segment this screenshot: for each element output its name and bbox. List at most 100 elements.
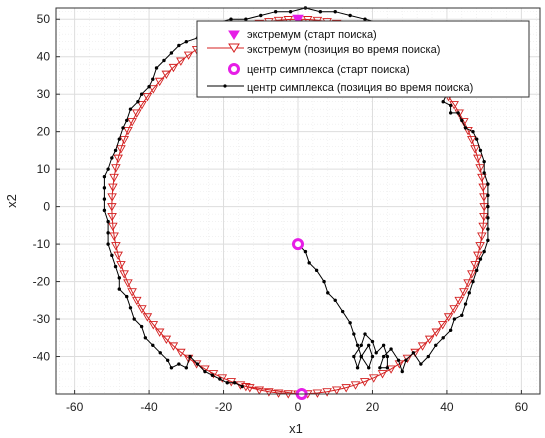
extremum-path-marker — [109, 232, 119, 241]
extremum-path-marker — [443, 313, 454, 322]
centroid-path-marker — [151, 343, 155, 347]
y-tick-labels: -40 -30 -20 -10 0 10 20 30 40 50 — [33, 12, 51, 363]
extremum-path-marker — [350, 381, 361, 390]
centroid-path-marker — [359, 343, 363, 347]
centroid-path-marker — [169, 366, 174, 370]
centroid-path-marker — [463, 302, 468, 306]
y-tick-label: 20 — [37, 125, 51, 139]
y-tick-label: -10 — [33, 237, 51, 251]
centroid-path-marker — [471, 129, 475, 134]
centroid-path-marker — [102, 208, 107, 213]
centroid-path-marker — [370, 339, 375, 344]
extremum-path-marker — [176, 57, 186, 66]
y-tick-label: -30 — [33, 312, 51, 326]
centroid-path-marker — [106, 242, 110, 246]
extremum-path-marker — [477, 232, 487, 241]
centroid-path-marker — [128, 306, 133, 310]
centroid-path-marker — [411, 351, 416, 355]
y-tick-label: -20 — [33, 275, 51, 289]
centroid-path-marker — [486, 238, 490, 243]
centroid-path-marker — [367, 343, 371, 347]
centroid-path-marker — [400, 369, 404, 374]
centroid-path-marker — [102, 197, 107, 201]
centroid-path-marker — [113, 148, 118, 153]
centroid-path-marker — [288, 10, 293, 14]
centroid-path-marker — [475, 137, 479, 141]
centroid-path-marker — [482, 171, 486, 175]
centroid-path-marker — [162, 58, 166, 63]
extremum-path-marker — [148, 321, 159, 330]
centroid-path-marker — [478, 148, 483, 153]
centroid-path-marker — [486, 216, 490, 220]
legend-label-extremum-path: экстремум (позиция во время поиска) — [247, 44, 440, 56]
extremum-path-marker — [479, 212, 489, 222]
centroid-path-marker — [177, 362, 181, 366]
centroid-path-marker — [441, 99, 445, 104]
extremum-path-marker — [241, 383, 251, 392]
centroid-path-marker — [110, 156, 114, 160]
extremum-path-marker — [127, 118, 137, 127]
extremum-path-marker — [254, 386, 265, 395]
centroid-path-marker — [229, 17, 233, 21]
extremum-path-marker — [302, 16, 313, 25]
centroid-path-marker — [482, 159, 486, 164]
centroid-path-marker — [318, 10, 323, 14]
centroid-path-marker — [154, 66, 159, 70]
extremum-path-marker — [424, 335, 435, 345]
centroid-path-marker — [363, 332, 367, 336]
extremum-path-marker — [108, 183, 118, 192]
centroid-path-marker — [355, 366, 360, 370]
extremum-path-marker — [470, 261, 480, 270]
centroid-path-marker — [259, 13, 263, 18]
centroid-path-marker — [113, 264, 118, 269]
centroid-path-marker — [370, 354, 375, 359]
centroid-path-marker — [326, 291, 330, 295]
centroid-path-marker — [460, 313, 464, 318]
centroid-path-marker — [456, 111, 460, 115]
extremum-path-marker — [473, 251, 483, 261]
x-tick-label: 20 — [366, 400, 380, 414]
centroid-path-marker — [471, 279, 475, 284]
centroid-path-marker — [132, 317, 136, 321]
centroid-path-marker — [121, 126, 125, 130]
centroid-path-marker — [486, 204, 490, 209]
extremum-path-marker — [467, 136, 477, 145]
y-axis-label: x2 — [4, 194, 19, 208]
centroid-path-marker — [106, 231, 110, 235]
centroid-path-marker — [486, 227, 490, 231]
extremum-path-marker — [454, 296, 464, 306]
extremum-path-marker — [154, 328, 165, 337]
centroid-path-marker — [136, 99, 140, 104]
extremum-path-marker — [116, 145, 126, 154]
extremum-path-marker — [132, 109, 142, 118]
centroid-path-marker — [460, 118, 464, 123]
centroid-path-marker — [381, 343, 386, 347]
centroid-path-marker — [475, 268, 479, 273]
extremum-path-marker — [273, 389, 284, 398]
extremum-path-marker — [479, 203, 489, 212]
extremum-path-marker — [312, 389, 323, 398]
legend-entry-centroid-start: центр симплекса (старт поиска) — [228, 63, 410, 76]
x-tick-label: -60 — [66, 400, 84, 414]
x-tick-labels: -60 -40 -20 0 20 40 60 — [66, 400, 528, 414]
extremum-path-marker — [123, 126, 133, 136]
extremum-path-marker — [478, 222, 488, 232]
extremum-path-marker — [119, 136, 129, 145]
centroid-path-marker — [374, 351, 378, 355]
centroid-path-marker — [385, 366, 390, 370]
extremum-path-marker — [107, 203, 117, 212]
centroid-path-marker — [378, 366, 382, 370]
plot-frame — [55, 7, 541, 395]
extremum-path-marker — [161, 70, 172, 80]
extremum-path-marker — [478, 183, 488, 192]
extremum-path-marker — [470, 145, 480, 154]
extremum-path-marker — [183, 51, 194, 60]
extremum-path-marker — [459, 288, 469, 297]
centroid-path-marker — [482, 249, 486, 254]
centroid-path-marker — [117, 287, 121, 291]
centroid-path-marker — [486, 193, 490, 198]
centroid-path-marker — [348, 321, 352, 325]
extremum-path-marker — [473, 154, 483, 164]
x-tick-label: -40 — [140, 400, 158, 414]
